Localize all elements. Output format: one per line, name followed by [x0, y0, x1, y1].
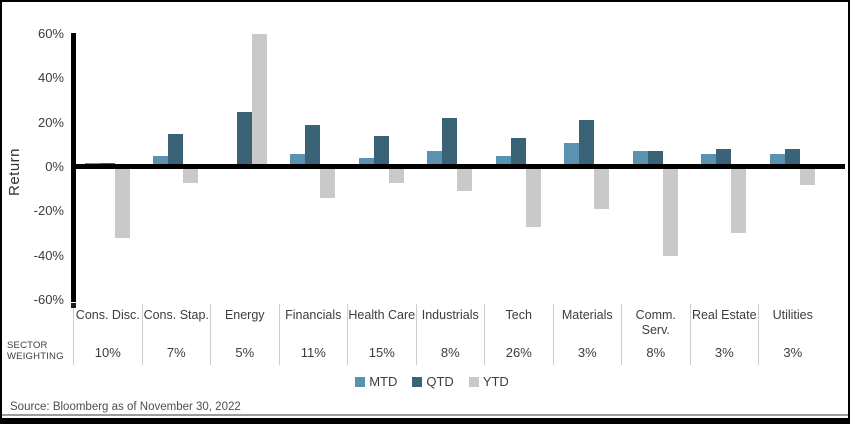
sector-weight-industrials: 8% [440, 345, 460, 360]
y-tick-label-0: 0% [45, 159, 64, 174]
y-tick-label-60: 60% [37, 26, 64, 42]
sector-column-energy: Energy 5% [210, 304, 279, 365]
y-tick-label-20: 20% [37, 114, 64, 130]
sector-label-industrials: Industrials [421, 308, 479, 322]
sector-weight-tech: 26% [505, 345, 532, 360]
sector-label-financials: Financials [285, 308, 342, 322]
footer-divider [2, 414, 848, 416]
sector-label-utilities: Utilities [772, 308, 813, 322]
sector-weight-real-estate: 3% [714, 345, 734, 360]
bar-mtd-industrials [427, 151, 443, 167]
bar-qtd-materials [579, 120, 595, 167]
bar-mtd-cons-stap [153, 155, 169, 167]
sector-column-materials: Materials 3% [552, 304, 622, 365]
bar-ytd-health-care [388, 167, 404, 183]
bar-mtd-utilities [769, 153, 785, 167]
sector-column-health-care: Health Care 15% [347, 304, 416, 365]
bar-qtd-real-estate [716, 149, 732, 167]
sector-label-cons-stap: Cons. Stap. [143, 308, 209, 322]
bar-qtd-cons-stap [168, 133, 184, 167]
legend-item-qtd: QTD [412, 374, 454, 389]
chart-legend: MTD QTD YTD [2, 374, 848, 389]
y-tick-label-40: -40% [33, 247, 64, 263]
sector-column-comm-serv: Comm. Serv. 8% [621, 304, 690, 365]
source-text: Source: Bloomberg as of November 30, 202… [10, 401, 241, 413]
legend-swatch-mtd [355, 376, 366, 387]
y-axis-bottom-tick [71, 303, 76, 308]
bar-ytd-real-estate [731, 167, 747, 234]
bar-ytd-industrials [457, 167, 473, 192]
bar-mtd-materials [564, 142, 580, 167]
bar-mtd-real-estate [701, 153, 717, 167]
sector-label-real-estate: Real Estate [691, 308, 757, 322]
sector-weighting-header-line1: SECTOR [7, 340, 48, 351]
sector-weight-utilities: 3% [783, 345, 803, 360]
bar-qtd-comm-serv [647, 151, 663, 167]
sector-weight-cons-disc: 10% [94, 345, 121, 360]
sector-label-cons-disc: Cons. Disc. [75, 308, 140, 322]
y-tick-label-20: -20% [33, 203, 64, 219]
zero-baseline [71, 164, 845, 169]
y-tick-label-60: -60% [33, 291, 64, 307]
sector-weighting-header: SECTOR WEIGHTING [7, 340, 64, 362]
sector-column-utilities: Utilities 3% [758, 304, 827, 365]
bar-qtd-utilities [784, 149, 800, 167]
sector-weighting-header-line2: WEIGHTING [7, 351, 64, 362]
legend-swatch-ytd [468, 376, 479, 387]
bar-mtd-comm-serv [632, 151, 648, 167]
sector-weight-materials: 3% [577, 345, 597, 360]
sector-label-materials: Materials [561, 308, 613, 322]
bar-ytd-materials [594, 167, 610, 210]
sector-weight-health-care: 15% [368, 345, 395, 360]
sector-weighting-table: SECTOR WEIGHTING Cons. Disc. 10% Cons. Sta… [2, 304, 848, 367]
bar-ytd-comm-serv [662, 167, 678, 256]
sector-column-tech: Tech 26% [484, 304, 553, 365]
bar-ytd-tech [525, 167, 541, 227]
sector-column-financials: Financials 11% [278, 304, 348, 365]
legend-label-qtd: QTD [426, 374, 454, 389]
sector-column-cons-disc: Cons. Disc. 10% [73, 304, 142, 365]
sector-label-comm-serv: Comm. Serv. [635, 308, 676, 337]
sector-weight-energy: 5% [235, 345, 255, 360]
sector-weight-comm-serv: 8% [646, 345, 666, 360]
sector-weight-financials: 11% [300, 345, 326, 360]
bar-ytd-utilities [799, 167, 815, 185]
sector-column-cons-stap: Cons. Stap. 7% [141, 304, 211, 365]
legend-item-ytd: YTD [468, 374, 509, 389]
bar-ytd-cons-disc [114, 167, 130, 238]
bar-qtd-health-care [373, 135, 389, 167]
bar-ytd-financials [320, 167, 336, 198]
sector-label-health-care: Health Care [348, 308, 416, 322]
bar-qtd-energy [236, 111, 252, 167]
bottom-border-bar [2, 418, 848, 422]
bar-ytd-energy [251, 34, 267, 167]
y-tick-label-40: 40% [37, 70, 64, 86]
bar-mtd-health-care [358, 158, 374, 167]
sector-label-energy: Energy [224, 308, 265, 322]
bar-ytd-cons-stap [183, 167, 199, 183]
bar-qtd-industrials [442, 118, 458, 167]
legend-swatch-qtd [412, 376, 423, 387]
sector-weight-cons-stap: 7% [166, 345, 186, 360]
bar-qtd-financials [305, 124, 321, 167]
legend-item-mtd: MTD [355, 374, 397, 389]
sector-column-industrials: Industrials 8% [415, 304, 485, 365]
legend-label-ytd: YTD [482, 374, 509, 389]
sector-column-real-estate: Real Estate 3% [689, 304, 759, 365]
bar-mtd-financials [290, 153, 306, 167]
bar-qtd-tech [510, 138, 526, 167]
legend-label-mtd: MTD [369, 374, 398, 389]
bar-mtd-tech [495, 155, 511, 167]
sector-label-tech: Tech [505, 308, 532, 322]
